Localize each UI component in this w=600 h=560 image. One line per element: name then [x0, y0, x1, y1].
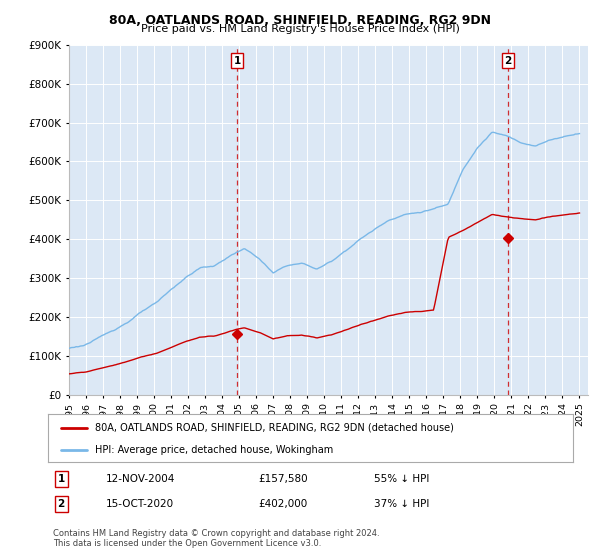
Text: 1: 1	[233, 55, 241, 66]
Text: 80A, OATLANDS ROAD, SHINFIELD, READING, RG2 9DN (detached house): 80A, OATLANDS ROAD, SHINFIELD, READING, …	[95, 423, 454, 433]
Text: 15-OCT-2020: 15-OCT-2020	[106, 498, 174, 508]
Text: 12-NOV-2004: 12-NOV-2004	[106, 474, 175, 484]
Text: Price paid vs. HM Land Registry's House Price Index (HPI): Price paid vs. HM Land Registry's House …	[140, 24, 460, 34]
Text: 1: 1	[58, 474, 65, 484]
Text: 37% ↓ HPI: 37% ↓ HPI	[373, 498, 429, 508]
Text: £402,000: £402,000	[258, 498, 307, 508]
Text: 2: 2	[504, 55, 511, 66]
Text: £157,580: £157,580	[258, 474, 308, 484]
Text: Contains HM Land Registry data © Crown copyright and database right 2024.
This d: Contains HM Land Registry data © Crown c…	[53, 529, 380, 548]
Text: 80A, OATLANDS ROAD, SHINFIELD, READING, RG2 9DN: 80A, OATLANDS ROAD, SHINFIELD, READING, …	[109, 14, 491, 27]
Text: 55% ↓ HPI: 55% ↓ HPI	[373, 474, 429, 484]
Text: HPI: Average price, detached house, Wokingham: HPI: Average price, detached house, Woki…	[95, 445, 334, 455]
Text: 2: 2	[58, 498, 65, 508]
